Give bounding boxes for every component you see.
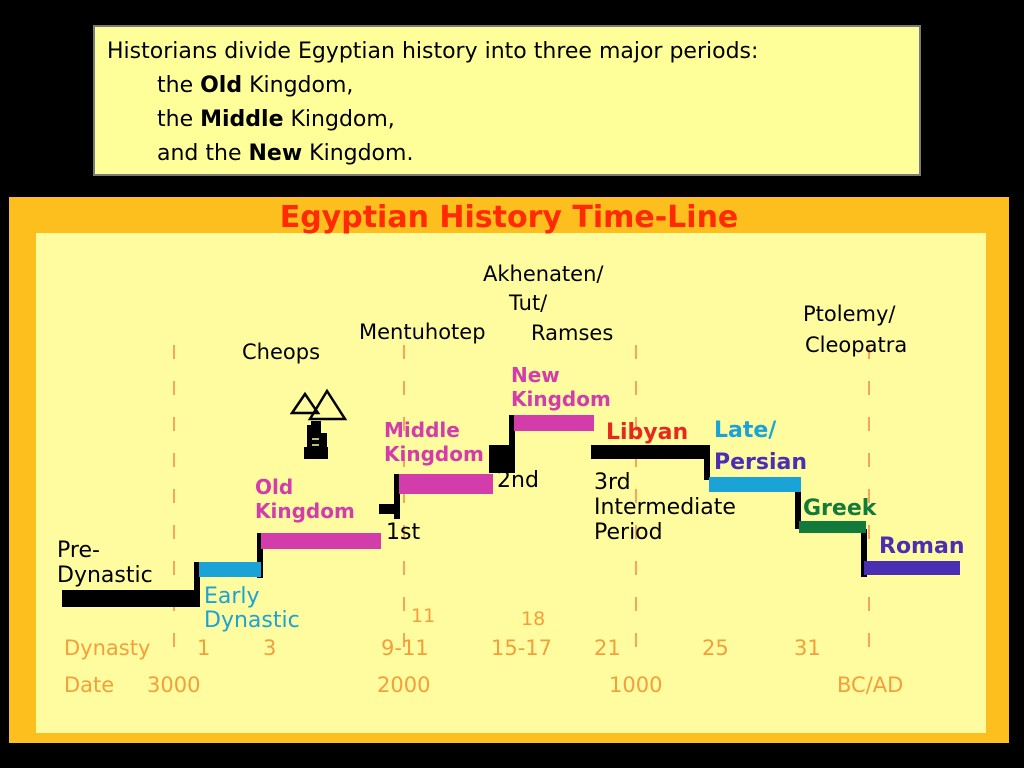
old-keyword: Old	[200, 73, 243, 98]
label-roman: Roman	[879, 534, 965, 559]
date-value: 2000	[377, 673, 430, 697]
timeline-diagram: Egyptian History Time-Line	[36, 200, 986, 733]
bar-early-dynastic	[199, 562, 261, 577]
label-new-2: Kingdom	[511, 387, 611, 411]
dynasty-value: 15-17	[491, 636, 552, 660]
intro-textbox: Historians divide Egyptian history into …	[93, 25, 921, 176]
step-predynastic	[62, 590, 197, 607]
intro-line-new: and the New Kingdom.	[107, 137, 907, 171]
middle-keyword: Middle	[200, 107, 284, 132]
dynasty-value: 21	[594, 636, 621, 660]
label-3rd: 3rd	[594, 470, 631, 495]
dynasty-value: 1	[197, 636, 210, 660]
label-old-2: Kingdom	[255, 499, 355, 523]
label-predynastic-2: Dynastic	[57, 563, 153, 588]
dynasty-row-label: Dynasty	[64, 636, 150, 660]
timeline-panel	[36, 233, 986, 733]
label-late: Late/	[714, 418, 777, 443]
date-row-label: Date	[64, 673, 114, 697]
dynasty-value: 25	[702, 636, 729, 660]
timeline-title: Egyptian History Time-Line	[280, 200, 739, 235]
timeline-image: Egyptian History Time-Line	[9, 197, 1009, 743]
label-2nd: 2nd	[497, 468, 539, 493]
label-new-1: New	[511, 363, 560, 387]
label-persian: Persian	[714, 450, 807, 475]
dynasty-row: Dynasty 1 3 9-11 15-17 21 25 31	[64, 636, 821, 660]
label-cleopatra: Cleopatra	[805, 333, 907, 357]
label-early-1: Early	[204, 584, 260, 609]
label-cheops: Cheops	[242, 340, 320, 364]
intro-line-old: the Old Kingdom,	[107, 69, 907, 103]
label-middle-2: Kingdom	[384, 442, 484, 466]
label-dynasty-18: 18	[521, 608, 545, 630]
label-early-2: Dynastic	[204, 608, 300, 633]
label-period: Period	[594, 520, 663, 545]
bar-greek	[799, 521, 866, 533]
intro-text: the	[157, 107, 201, 132]
bar-late-persian	[709, 477, 801, 492]
label-ptolemy: Ptolemy/	[803, 302, 896, 326]
intro-text: Kingdom,	[283, 107, 395, 132]
label-middle-1: Middle	[384, 418, 460, 442]
label-dynasty-11: 11	[411, 605, 435, 627]
intro-text: the	[157, 73, 201, 98]
label-1st: 1st	[386, 520, 420, 545]
pyramid-icon	[289, 388, 348, 421]
label-mentuhotep: Mentuhotep	[359, 320, 486, 344]
label-libyan: Libyan	[606, 420, 688, 445]
dynasty-value: 3	[263, 636, 276, 660]
date-row: Date 3000 2000 1000 BC/AD	[64, 673, 903, 697]
dynasty-value: 9-11	[381, 636, 429, 660]
dynasty-value: 31	[794, 636, 821, 660]
intro-text: Kingdom.	[302, 141, 414, 166]
date-value: BC/AD	[837, 673, 903, 697]
label-ramses: Ramses	[531, 321, 613, 345]
date-value: 1000	[609, 673, 662, 697]
step-libyan	[591, 445, 709, 459]
new-keyword: New	[248, 141, 303, 166]
intro-line-middle: the Middle Kingdom,	[107, 103, 907, 137]
bar-old-kingdom	[261, 533, 381, 549]
intro-text: and the	[157, 141, 249, 166]
pharaoh-statue-icon	[304, 421, 328, 459]
intro-text: Kingdom,	[242, 73, 354, 98]
intro-text: Historians divide Egyptian history into …	[107, 39, 759, 64]
label-greek: Greek	[803, 496, 878, 521]
label-intermediate: Intermediate	[594, 495, 736, 520]
label-old-1: Old	[255, 475, 293, 499]
intro-line-1: Historians divide Egyptian history into …	[107, 35, 907, 69]
label-akhenaten: Akhenaten/	[483, 262, 604, 286]
bar-middle-kingdom	[399, 474, 493, 494]
bar-new-kingdom	[514, 415, 594, 431]
bar-roman	[864, 561, 960, 575]
timeline-steps	[62, 415, 867, 607]
label-predynastic-1: Pre-	[57, 538, 100, 563]
label-tut: Tut/	[508, 291, 548, 315]
date-value: 3000	[147, 673, 200, 697]
